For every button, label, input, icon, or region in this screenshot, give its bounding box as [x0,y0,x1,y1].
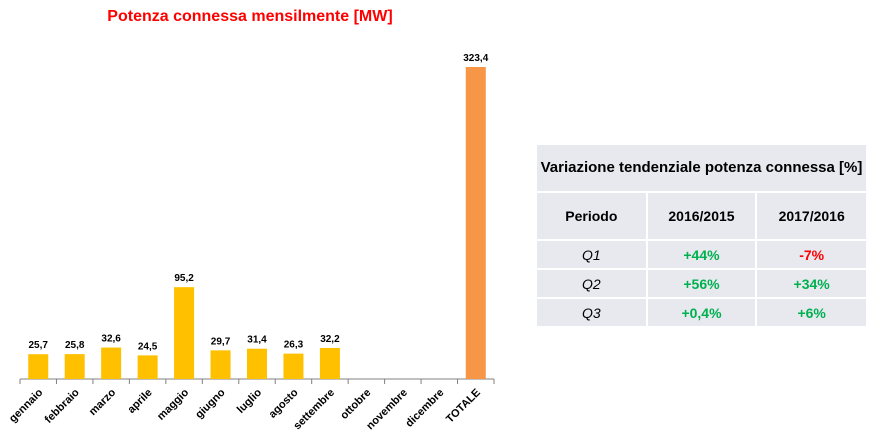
tick-label-aprile: aprile [125,387,154,416]
period-cell: Q2 [537,269,647,299]
tick-label-totale: TOTALE [444,387,483,426]
tick-label-gennaio: gennaio [7,386,46,425]
period-cell: Q3 [537,298,647,328]
variation-table: Variazione tendenziale potenza connessa … [537,145,866,328]
value-cell: +56% [645,269,757,299]
bar-giugno [210,350,231,379]
bar-marzo [101,347,122,379]
data-label-aprile: 24,5 [138,341,158,352]
value-cell: +44% [645,240,757,270]
tick-label-agosto: agosto [267,386,301,420]
tick-label-luglio: luglio [235,386,264,415]
period-cell: Q1 [537,240,647,270]
tick-label-febbraio: febbraio [43,386,82,425]
table-title: Variazione tendenziale potenza connessa … [537,145,866,193]
bar-luglio [247,348,267,379]
value-cell: -7% [755,240,866,270]
data-label-febbraio: 25,8 [65,340,85,351]
table-row: Q3 +0,4% +6% [537,298,866,328]
value-cell: +0,4% [645,298,757,328]
data-label-marzo: 32,6 [101,334,121,345]
header-2016-2015: 2016/2015 [645,192,757,241]
tick-label-marzo: marzo [87,386,119,418]
data-label-gennaio: 25,7 [28,340,48,351]
data-label-maggio: 95,2 [174,273,194,284]
bar-aprile [137,355,158,379]
bar-agosto [283,353,304,379]
data-label-luglio: 31,4 [247,335,267,346]
table-header-row: Periodo 2016/2015 2017/2016 [537,192,866,241]
data-label-totale: 323,4 [463,53,488,64]
value-cell: +34% [755,269,866,299]
tick-label-dicembre: dicembre [403,387,446,430]
header-2017-2016: 2017/2016 [755,192,866,241]
chart-title: Potenza connessa mensilmente [MW] [107,8,393,25]
bar-chart: 25,7 gennaio 25,8 febbraio 32,6 marzo 24,5 apri… [7,53,495,432]
value-cell: +6% [755,298,866,328]
bar-settembre [319,347,340,379]
tick-label-ottobre: ottobre [338,387,373,422]
bar-gennaio [28,354,49,379]
bar-febbraio [64,354,85,379]
tick-label-giugno: giugno [193,386,228,421]
bar-totale [465,67,486,379]
table-row: Q2 +56% +34% [537,269,866,299]
data-label-giugno: 29,7 [211,336,231,347]
bar-maggio [174,287,195,379]
table-row: Q1 +44% -7% [537,240,866,270]
header-periodo: Periodo [537,192,647,241]
tick-label-maggio: maggio [155,386,191,422]
data-label-settembre: 32,2 [320,334,340,345]
data-label-agosto: 26,3 [284,340,304,351]
